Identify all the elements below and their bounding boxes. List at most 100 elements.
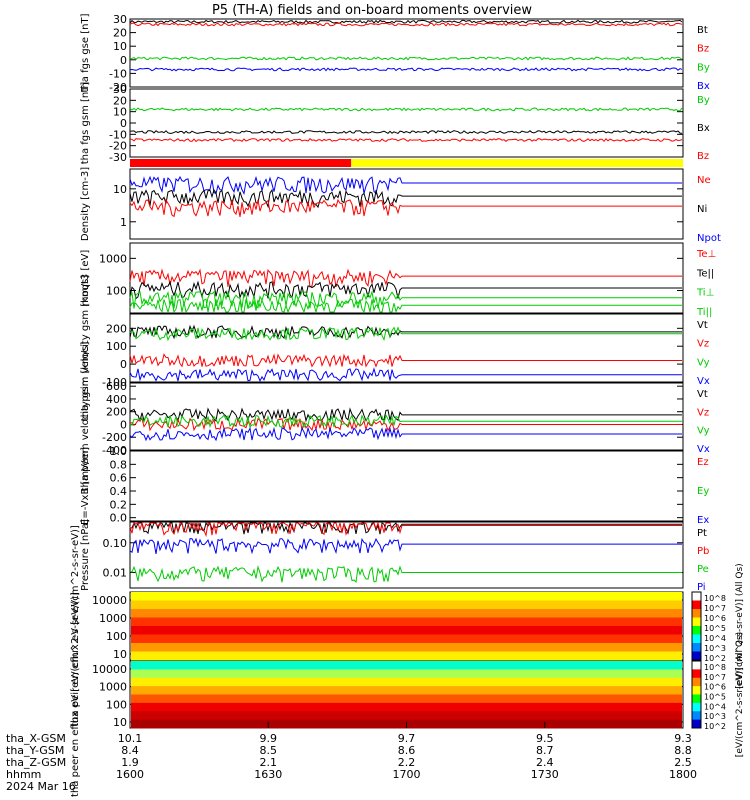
colorbar-label: [eV/(cm^2-s-sr-eV)] (All Qs) — [735, 563, 745, 688]
y-axis-label: tha fgs gse [nT] — [80, 13, 91, 92]
colorbar-tick-label: 10^5 — [704, 693, 726, 702]
y-tick-label: 1 — [120, 216, 127, 229]
series-line-Vy — [129, 413, 682, 429]
y-tick-label: 400 — [106, 393, 127, 406]
legend-label: Te⊥ — [696, 249, 716, 260]
y-tick-label: 0.8 — [110, 458, 128, 471]
legend-label: Vz — [697, 339, 709, 350]
y-tick-label: -100 — [102, 376, 127, 389]
colorbar-tick-label: 10^8 — [704, 594, 726, 603]
legend-label: Vy — [697, 357, 710, 368]
y-tick-label: 0 — [120, 117, 127, 130]
y-tick-label: 0 — [120, 54, 127, 67]
y-tick-label: 10000 — [92, 594, 127, 607]
y-tick-label: 0.0 — [110, 512, 128, 525]
y-axis-label: Pressure [nPa] — [80, 519, 91, 591]
y-tick-label: 10 — [113, 106, 127, 119]
legend-label: Ez — [697, 457, 709, 468]
colorbar-swatch — [692, 719, 701, 729]
panel-frame — [129, 521, 684, 589]
y-axis-label: tha peim velocity gsm [km/s] — [80, 275, 91, 422]
series-line-Pt — [129, 521, 682, 535]
y-tick-label: 200 — [106, 322, 127, 335]
y-tick-label: 100 — [106, 340, 127, 353]
series-line-Vt — [129, 324, 682, 340]
legend-label: Pe — [697, 564, 709, 575]
colorbar-tick-label: 10^2 — [704, 722, 726, 731]
heatmap-band — [131, 694, 682, 704]
y-tick-label: 30 — [113, 83, 127, 96]
series-line-Ti⊥ — [129, 290, 682, 309]
series-line-Bz — [129, 138, 683, 143]
panel-5: 200 100 0 -100 tha peim velocity gsm [km/s] V… — [80, 275, 710, 422]
heatmap-band — [131, 702, 682, 712]
colorbar-swatch — [692, 669, 701, 679]
legend-label: By — [697, 62, 710, 73]
panel-frame — [129, 242, 684, 314]
legend-label: Bx — [697, 81, 710, 92]
colorbar-tick-label: 10^3 — [704, 644, 726, 653]
legend-label: Te|| — [696, 268, 714, 279]
colorbar-swatch — [692, 686, 701, 695]
time-axis-row-label: tha_Y-GSM — [6, 744, 64, 757]
panel-frame — [129, 382, 684, 451]
colorbar-swatch — [692, 661, 701, 670]
series-line-Vz — [129, 417, 682, 433]
panel-4: 1000 100 moqt3 [eV] Te⊥ Te|| Ti⊥ Ti|| — [80, 242, 716, 318]
y-tick-label: 1000 — [99, 612, 127, 625]
series-line-Pi — [129, 537, 682, 555]
heatmap-band — [131, 634, 682, 644]
colorbar-swatch — [692, 643, 701, 652]
mode-bar-left — [130, 159, 352, 167]
ephemeris-value: 2.5 — [674, 756, 692, 769]
series-line-Te⊥ — [129, 268, 682, 288]
colorbar-swatch — [692, 617, 701, 627]
plot-title: P5 (TH-A) fields and on-board moments ov… — [212, 3, 532, 18]
series-line-Vz — [129, 353, 682, 368]
y-tick-label: 0.4 — [110, 485, 128, 498]
colorbar-tick-label: 10^4 — [704, 702, 726, 711]
series-line-Ne — [129, 198, 682, 218]
panel-frame — [129, 313, 684, 383]
y-tick-label: -400 — [102, 444, 127, 457]
y-tick-label: 1.0 — [110, 445, 128, 458]
y-tick-label: 0.01 — [103, 566, 128, 579]
x-tick-label: 1700 — [393, 768, 421, 781]
y-tick-label: -200 — [102, 431, 127, 444]
series-line-Vx — [129, 367, 682, 382]
colorbar-label: [eV/(cm^2-s-sr-eV)] (All Qs) — [735, 632, 745, 757]
y-axis-label: tha peer en eflux eV [eV/(cm^2-s-sr-eV)] — [70, 592, 81, 797]
legend-label: Vx — [697, 444, 710, 455]
colorbar-swatch — [692, 677, 701, 687]
y-tick-label: 100 — [106, 698, 127, 711]
series-line-Pb — [129, 521, 682, 537]
mode-bar-right — [351, 159, 683, 167]
ephemeris-value: 9.7 — [398, 732, 416, 745]
panel-frame — [129, 88, 684, 158]
colorbar-tick-label: 10^7 — [704, 673, 726, 682]
y-tick-label: 0.10 — [103, 537, 128, 550]
legend-label: Bz — [697, 151, 709, 162]
y-tick-label: 100 — [106, 630, 127, 643]
legend-label: Pt — [697, 528, 707, 539]
legend-label: Vt — [697, 320, 708, 331]
y-axis-label: E=-VxB [mV/m] — [80, 447, 91, 525]
legend-label: Vx — [697, 376, 710, 387]
legend-label: Pb — [697, 546, 709, 557]
y-tick-label: 200 — [106, 406, 127, 419]
x-tick-label: 1800 — [669, 768, 697, 781]
legend-label: Ex — [697, 515, 709, 526]
ephemeris-value: 8.4 — [121, 744, 139, 757]
panel-7: 1.00.80.60.40.20.0 E=-VxB [mV/m] Ez Ey Ex — [80, 445, 709, 526]
heatmap-band — [131, 643, 682, 652]
x-tick-label: 1730 — [531, 768, 559, 781]
colorbar-swatch — [692, 702, 701, 712]
y-axis-label: moqt3 [eV] — [80, 250, 91, 307]
y-tick-label: 1000 — [99, 252, 127, 265]
legend-label: Vt — [697, 389, 708, 400]
series-line-Ni — [129, 188, 682, 209]
y-axis-label: tha peem velocity gsm [km/s] — [80, 342, 91, 492]
colorbar-swatch — [692, 626, 701, 635]
series-line-Bx — [130, 130, 683, 135]
